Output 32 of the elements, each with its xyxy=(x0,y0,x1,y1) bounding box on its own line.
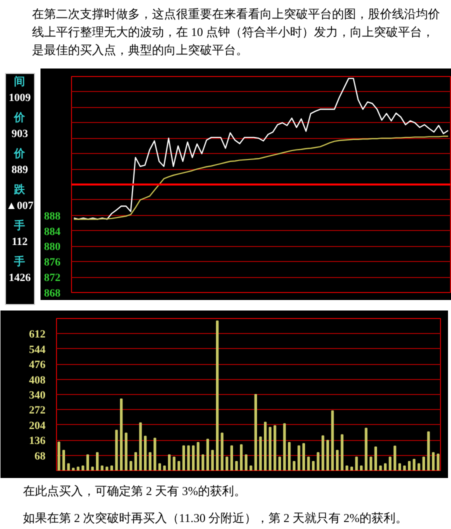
y-tick-label: 476 xyxy=(29,359,46,372)
y-tick-label: 888 xyxy=(44,210,61,222)
y-tick-label: 876 xyxy=(44,256,61,269)
text: ▲007 xyxy=(6,200,34,214)
text: 如果在第 2 次突破时再买入（11.30 分附近），第 2 天就只有 2%的获利。 xyxy=(23,510,408,527)
y-tick-label: 136 xyxy=(29,435,46,448)
y-tick-label: 204 xyxy=(29,420,46,432)
y-tick-label: 884 xyxy=(44,226,61,238)
text: 价 xyxy=(12,111,26,126)
line-series xyxy=(73,78,449,220)
text: 112 xyxy=(10,236,29,250)
y-tick-label: 612 xyxy=(29,328,46,341)
text: 903 xyxy=(10,128,29,142)
text: 间 xyxy=(13,74,26,90)
y-tick-label: 68 xyxy=(34,450,46,462)
text: 跌 xyxy=(13,182,26,198)
y-tick-label: 872 xyxy=(44,272,61,284)
text: 手 xyxy=(13,254,26,270)
text: 手 xyxy=(13,218,26,234)
y-tick-label: 868 xyxy=(44,288,61,300)
chart-title: 在第二次支撑时做多，这点很重要在来看看向上突破平台的图，股价线沿均价线上平行整理无大的波动，在 10 点钟（符合半小时）发力，向上突破平台，是最佳的买入点，典型的向上突破平台。 xyxy=(32,6,441,59)
y-tick-label: 408 xyxy=(29,374,46,386)
text: 889 xyxy=(10,164,29,178)
y-tick-label: 272 xyxy=(29,404,46,417)
text: 价 xyxy=(12,147,26,162)
y-tick-label: 880 xyxy=(44,241,61,254)
text: 1426 xyxy=(8,272,32,286)
y-tick-label: 340 xyxy=(29,390,46,402)
y-tick-label: 544 xyxy=(29,344,46,356)
text: 1009 xyxy=(8,92,32,106)
line-series xyxy=(73,136,449,220)
text: 在此点买入，可确定第 2 天有 3%的获利。 xyxy=(23,483,246,500)
